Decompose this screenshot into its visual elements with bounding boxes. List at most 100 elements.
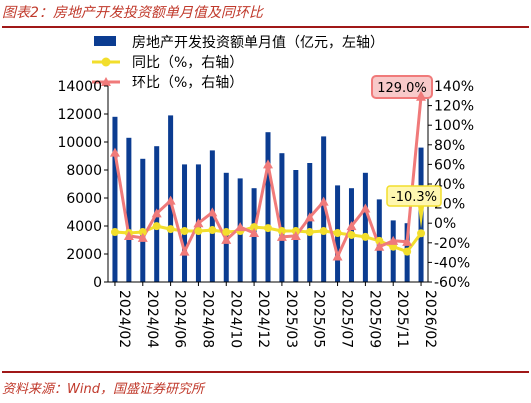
yoy-point xyxy=(305,228,314,237)
legend: 房地产开发投资额单月值（亿元，左轴） 同比（%，右轴） 环比（%，右轴） xyxy=(92,35,384,91)
mom-point xyxy=(165,195,176,205)
x-tick-label: 2024/04 xyxy=(144,290,160,348)
bar xyxy=(293,170,299,282)
source-note: 资料来源：Wind，国盛证券研究所 xyxy=(2,382,204,397)
yoy-point xyxy=(277,227,286,236)
left-tick-label: 0 xyxy=(93,275,102,291)
legend-yoy-marker xyxy=(101,57,111,67)
left-tick-label: 10000 xyxy=(57,135,102,151)
right-tick-label: -20% xyxy=(434,236,470,252)
yoy-point xyxy=(361,232,370,241)
x-tick-label: 2024/08 xyxy=(199,290,215,348)
mom-point xyxy=(179,246,190,256)
source-rule xyxy=(2,371,529,373)
yoy-point xyxy=(152,222,161,231)
mom-point xyxy=(137,232,148,242)
x-tick-label: 2025/11 xyxy=(394,290,410,348)
left-tick-label: 2000 xyxy=(66,247,102,263)
x-tick-label: 2024/10 xyxy=(227,290,243,348)
left-tick-label: 4000 xyxy=(66,219,102,235)
right-tick-label: 20% xyxy=(434,197,465,213)
left-tick-label: 8000 xyxy=(66,163,102,179)
yoy-point xyxy=(110,228,119,237)
mom-point xyxy=(263,159,273,169)
bar xyxy=(182,164,188,282)
x-tick-label: 2024/06 xyxy=(172,290,188,348)
bar xyxy=(265,132,271,282)
callout-yoy-pointer xyxy=(418,206,425,229)
mom-point xyxy=(318,196,329,206)
yoy-point xyxy=(208,226,217,235)
legend-mom-label: 环比（%，右轴） xyxy=(132,75,243,91)
annotations: 129.0% -10.3% xyxy=(371,75,442,229)
bar xyxy=(390,220,396,282)
yoy-point xyxy=(222,228,231,237)
right-tick-label: 140% xyxy=(434,79,474,95)
x-axis: 2024/02 2024/04 2024/06 2024/08 2024/10 2024/… xyxy=(108,281,438,348)
x-tick-label: 2025/09 xyxy=(366,290,382,348)
right-tick-label: -40% xyxy=(434,255,470,271)
right-tick-label: 40% xyxy=(434,177,465,193)
mom-point xyxy=(388,235,399,245)
right-tick-label: -60% xyxy=(434,275,470,291)
yoy-point xyxy=(250,223,259,232)
mom-point xyxy=(221,234,232,244)
mom-point xyxy=(276,231,287,241)
mom-point xyxy=(304,212,315,222)
yoy-point xyxy=(375,236,384,245)
mom-point xyxy=(249,228,260,237)
yoy-point xyxy=(333,229,342,237)
x-tick-label: 2024/02 xyxy=(116,290,132,348)
right-tick-label: 80% xyxy=(434,138,465,154)
left-tick-label: 14000 xyxy=(57,79,102,95)
bar xyxy=(321,136,327,282)
bar xyxy=(279,153,285,282)
line-series xyxy=(109,91,427,261)
mom-point xyxy=(151,208,162,218)
right-tick-label: 60% xyxy=(434,157,465,173)
yoy-point xyxy=(264,224,272,233)
left-tick-label: 12000 xyxy=(57,107,102,123)
legend-bar-label: 房地产开发投资额单月值（亿元，左轴） xyxy=(132,35,384,51)
callout-mom-pointer xyxy=(417,90,426,98)
right-tick-label: 120% xyxy=(434,99,474,115)
callout-mom-label: 129.0% xyxy=(377,81,427,96)
bar-series xyxy=(112,115,424,283)
mom-point xyxy=(207,207,218,217)
legend-mom-marker xyxy=(101,77,111,86)
bar xyxy=(112,116,118,282)
x-tick-label: 2026/02 xyxy=(422,290,438,348)
mom-point xyxy=(290,230,301,240)
legend-yoy-label: 同比（%，右轴） xyxy=(132,55,243,71)
right-tick-label: 100% xyxy=(434,118,474,134)
callout-mom-box xyxy=(371,75,433,99)
left-axis: 0 2000 4000 6000 8000 10000 12000 14000 xyxy=(57,79,109,291)
mom-point xyxy=(109,147,120,157)
left-tick-label: 6000 xyxy=(66,191,102,207)
mom-point xyxy=(346,221,357,231)
yoy-point xyxy=(138,228,147,237)
bar xyxy=(307,163,313,282)
yoy-point xyxy=(166,225,175,234)
callout-yoy-box xyxy=(386,185,442,207)
bar xyxy=(140,158,146,282)
x-tick-label: 2025/07 xyxy=(339,290,355,348)
mom-point xyxy=(332,251,343,261)
right-tick-label: 0% xyxy=(434,216,456,232)
yoy-point xyxy=(194,227,203,236)
x-tick-label: 2025/05 xyxy=(311,290,327,348)
yoy-point xyxy=(417,229,426,238)
callout-yoy-label: -10.3% xyxy=(391,190,437,205)
figure-title: 图表2：房地产开发投资额单月值及同环比 xyxy=(2,5,263,21)
mom-point xyxy=(235,222,246,232)
bar xyxy=(126,137,132,282)
x-tick-label: 2024/12 xyxy=(255,290,271,348)
mom-point xyxy=(402,236,413,246)
mom-point xyxy=(360,203,371,213)
x-tick-label: 2025/03 xyxy=(283,290,299,348)
mom-point xyxy=(374,241,385,251)
legend-bar-swatch xyxy=(94,36,116,46)
title-rule xyxy=(2,26,529,28)
yoy-point xyxy=(347,230,356,239)
